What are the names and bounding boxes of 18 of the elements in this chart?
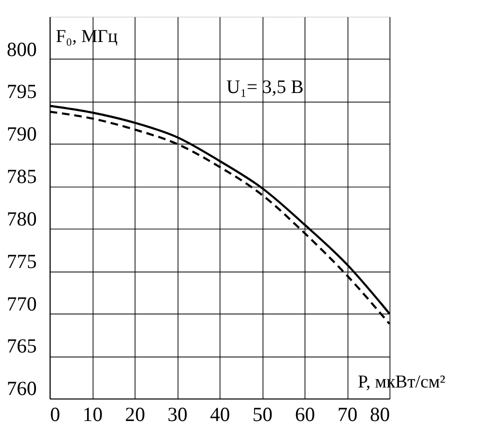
x-tick-label: 40 <box>210 404 230 426</box>
y-tick-label: 785 <box>6 166 37 188</box>
x-tick-label: 10 <box>82 404 103 426</box>
y-tick-label: 800 <box>6 38 37 61</box>
y-tick-label: 795 <box>6 81 37 104</box>
y-tick-label: 770 <box>6 293 37 316</box>
x-tick-label: 70 <box>337 404 358 426</box>
x-tick-label: 60 <box>294 404 315 426</box>
y-tick-label: 775 <box>6 250 37 273</box>
x-tick-label: 20 <box>125 404 146 426</box>
y-tick-label: 790 <box>6 124 37 146</box>
y-tick-label: 765 <box>6 336 37 358</box>
x-tick-label: 30 <box>168 404 188 426</box>
x-tick-label: 50 <box>252 404 273 426</box>
y-tick-label: 760 <box>6 378 37 400</box>
x-tick-label: 0 <box>50 404 60 426</box>
y-tick-label: 780 <box>6 208 37 230</box>
x-tick-label: 80 <box>370 404 390 426</box>
